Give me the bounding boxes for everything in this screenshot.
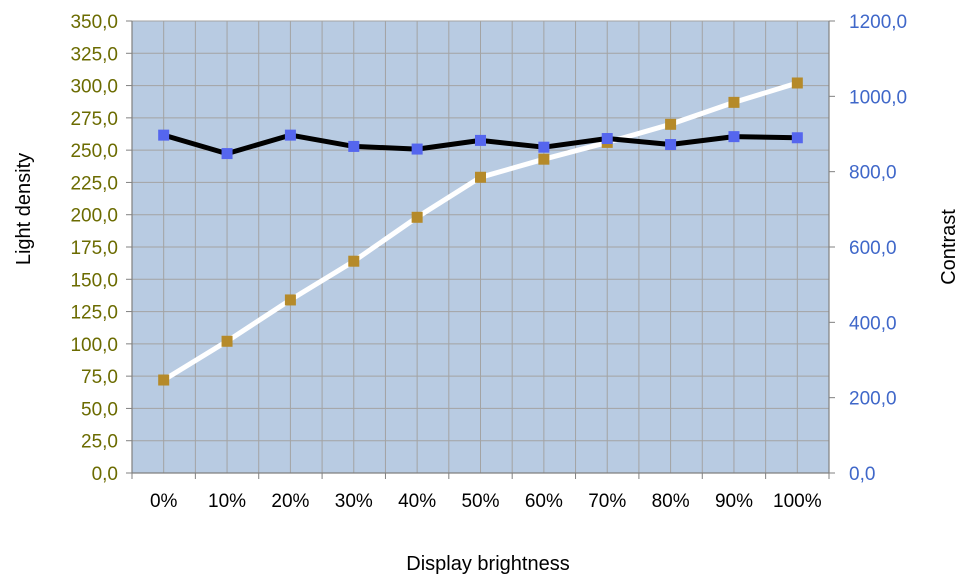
right-tick-label: 800,0: [849, 163, 897, 184]
left-tick-label: 200,0: [70, 206, 118, 227]
data-point-series-2: [158, 129, 170, 141]
series-group: [158, 77, 803, 386]
left-tick-label: 75,0: [81, 367, 118, 388]
left-tick-label: 150,0: [70, 270, 118, 291]
data-point-series-2: [601, 133, 613, 145]
data-point-series-2: [665, 139, 677, 151]
x-axis-label: Display brightness: [406, 553, 569, 575]
right-tick-label: 400,0: [849, 313, 897, 334]
x-tick-label: 40%: [398, 491, 436, 512]
data-point-series-1: [158, 374, 170, 386]
data-point-series-1: [221, 335, 233, 347]
left-tick-label: 50,0: [81, 399, 118, 420]
data-point-series-2: [284, 129, 296, 141]
data-point-series-1: [475, 171, 486, 183]
left-tick-label: 100,0: [70, 335, 118, 356]
data-point-series-1: [348, 255, 360, 267]
data-point-series-2: [728, 131, 740, 143]
y-axis-label: Light density: [13, 153, 35, 265]
right-tick-label: 600,0: [849, 238, 897, 259]
right-tick-label: 0,0: [849, 464, 875, 485]
data-point-series-1: [665, 118, 677, 130]
left-tick-label: 225,0: [70, 173, 118, 194]
x-tick-label: 80%: [652, 491, 690, 512]
data-point-series-1: [284, 294, 296, 306]
x-tick-label: 70%: [588, 491, 626, 512]
x-tick-label: 0%: [150, 491, 178, 512]
data-point-series-1: [411, 211, 423, 223]
data-point-series-2: [221, 148, 233, 160]
x-tick-label: 100%: [773, 491, 822, 512]
right-tick-label: 1000,0: [849, 87, 907, 108]
left-axis-ticks: 0,0 25,0 50,0 75,0 100,0 125,0 150,0 175,0 200,0…: [70, 12, 132, 485]
left-tick-label: 175,0: [70, 238, 118, 259]
x-tick-label: 30%: [335, 491, 373, 512]
data-point-series-1: [791, 77, 803, 89]
left-tick-label: 0,0: [92, 464, 118, 485]
x-tick-label: 50%: [461, 491, 499, 512]
right-tick-label: 200,0: [849, 389, 897, 410]
left-tick-label: 25,0: [81, 432, 118, 453]
left-tick-label: 300,0: [70, 77, 118, 98]
x-axis-ticks: 0% 10% 20% 30% 40% 50% 60% 70% 80% 90% 100%: [131, 473, 830, 512]
x-tick-label: 20%: [271, 491, 309, 512]
data-point-series-1: [728, 96, 740, 108]
data-point-series-2: [475, 134, 486, 146]
x-tick-label: 60%: [525, 491, 563, 512]
y2-axis-label: Contrast: [938, 209, 960, 285]
left-tick-label: 275,0: [70, 109, 118, 130]
x-tick-label: 90%: [715, 491, 753, 512]
data-point-series-2: [348, 140, 360, 152]
x-tick-label: 10%: [208, 491, 246, 512]
right-axis-ticks: 0,0 200,0 400,0 600,0 800,0 1000,0 1200,0: [829, 12, 907, 485]
data-point-series-2: [791, 132, 803, 144]
data-point-series-2: [411, 143, 423, 155]
left-tick-label: 250,0: [70, 141, 118, 162]
left-tick-label: 125,0: [70, 303, 118, 324]
data-point-series-2: [538, 141, 550, 153]
right-tick-label: 1200,0: [849, 12, 907, 33]
data-point-series-1: [538, 153, 550, 165]
left-tick-label: 325,0: [70, 44, 118, 65]
left-tick-label: 350,0: [70, 12, 118, 33]
